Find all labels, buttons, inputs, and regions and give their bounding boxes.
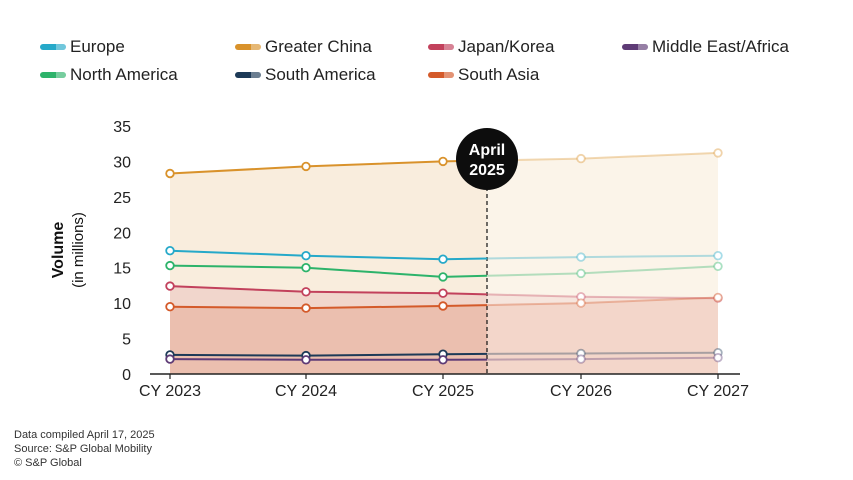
data-point-japan-korea xyxy=(438,288,448,298)
data-point-japan-korea xyxy=(301,287,311,297)
y-axis-labels: 0 5 10 15 20 25 30 35 xyxy=(113,119,131,384)
series-line-europe-actual xyxy=(169,249,488,261)
data-point-europe xyxy=(438,254,448,264)
marker-badge xyxy=(456,128,518,190)
legend-label: South Asia xyxy=(458,65,540,84)
legend-label: Europe xyxy=(70,37,125,56)
legend-label: North America xyxy=(70,65,178,84)
legend-swatch-fade xyxy=(56,44,66,50)
data-point-south-asia xyxy=(438,301,448,311)
legend-item-middle-east-africa: Middle East/Africa xyxy=(622,37,789,57)
x-tick-label: CY 2026 xyxy=(550,383,612,400)
legend-item-north-america: North America xyxy=(40,65,178,85)
data-point-middle-east-africa xyxy=(713,353,723,363)
series-line-japan-korea-actual xyxy=(169,285,488,296)
data-point-europe xyxy=(576,252,586,262)
data-point-middle-east-africa xyxy=(165,354,175,364)
y-tick-label: 10 xyxy=(113,296,131,313)
y-tick-label: 20 xyxy=(113,225,131,242)
data-point-south-asia xyxy=(301,303,311,313)
legend-swatch-fade xyxy=(251,44,261,50)
data-point-greater-china xyxy=(301,161,311,172)
data-point-north-america xyxy=(301,263,311,273)
marker-label-line2: 2025 xyxy=(469,162,505,179)
area-greater-china-forecast xyxy=(487,152,718,374)
y-tick-label: 35 xyxy=(113,119,131,136)
legend-label: Japan/Korea xyxy=(458,37,555,56)
legend-swatch-fade xyxy=(444,44,454,50)
footnote-compiled: Data compiled April 17, 2025 xyxy=(14,429,155,441)
legend-item-europe: Europe xyxy=(40,37,125,57)
area-south-asia-forecast xyxy=(487,297,718,374)
area-japan-korea-forecast xyxy=(487,294,718,374)
legend-swatch-south-america xyxy=(235,72,261,78)
legend-swatch-fade xyxy=(444,72,454,78)
data-point-middle-east-africa xyxy=(576,354,586,364)
data-point-europe xyxy=(301,250,311,261)
x-tick-label: CY 2023 xyxy=(139,383,201,400)
data-point-south-asia xyxy=(713,292,723,303)
legend-swatch-fade xyxy=(251,72,261,78)
data-point-north-america xyxy=(576,268,586,279)
legend-swatch-japan-korea xyxy=(428,44,454,50)
legend: Europe Greater China Japan/Korea Middle … xyxy=(40,34,840,94)
y-tick-label: 25 xyxy=(113,190,131,207)
april-2025-marker: April 2025 xyxy=(456,128,518,190)
x-axis-labels: CY 2023 CY 2024 CY 2025 CY 2026 CY 2027 xyxy=(139,374,749,400)
series-points xyxy=(165,148,723,365)
y-axis-subtitle: (in millions) xyxy=(70,212,87,288)
data-point-europe xyxy=(165,245,175,256)
y-tick-label: 30 xyxy=(113,154,131,171)
area-greater-china-actual xyxy=(170,160,487,374)
data-point-greater-china xyxy=(576,153,586,164)
legend-label: Middle East/Africa xyxy=(652,37,789,56)
series-line-middle-east-africa-actual xyxy=(169,358,488,361)
data-point-north-america xyxy=(165,260,175,271)
x-tick-label: CY 2025 xyxy=(412,383,474,400)
data-point-north-america xyxy=(713,261,723,271)
y-tick-label: 15 xyxy=(113,261,131,278)
legend-swatch-north-america xyxy=(40,72,66,78)
data-point-south-asia xyxy=(576,298,586,308)
data-point-greater-china xyxy=(713,148,723,158)
legend-swatch-middle-east-africa xyxy=(622,44,648,50)
legend-swatch-south-asia xyxy=(428,72,454,78)
footnote-copyright: © S&P Global xyxy=(14,457,82,469)
legend-swatch-europe xyxy=(40,44,66,50)
data-point-middle-east-africa xyxy=(438,355,448,365)
data-point-greater-china xyxy=(165,168,175,179)
y-axis-title: Volume xyxy=(50,222,67,279)
x-tick-label: CY 2027 xyxy=(687,383,749,400)
marker-label-line1: April xyxy=(469,142,505,159)
y-tick-label: 5 xyxy=(122,332,131,349)
legend-item-south-asia: South Asia xyxy=(428,65,539,85)
data-point-greater-china xyxy=(438,156,448,167)
legend-swatch-greater-china xyxy=(235,44,261,50)
legend-label: Greater China xyxy=(265,37,372,56)
legend-swatch-fade xyxy=(56,72,66,78)
data-point-north-america xyxy=(438,272,448,282)
data-point-middle-east-africa xyxy=(301,355,311,365)
legend-swatch-fade xyxy=(638,44,648,50)
y-tick-label: 0 xyxy=(122,367,131,384)
legend-label: South America xyxy=(265,65,376,84)
series-line-south-asia-actual xyxy=(169,304,488,310)
legend-item-south-america: South America xyxy=(235,65,376,85)
data-point-japan-korea xyxy=(165,281,175,291)
area-south-asia-actual xyxy=(170,305,487,374)
series-line-south-america-forecast xyxy=(486,351,719,355)
data-point-europe xyxy=(713,250,723,261)
series-line-north-america-actual xyxy=(169,264,488,278)
footnote-source: Source: S&P Global Mobility xyxy=(14,443,152,455)
x-tick-label: CY 2024 xyxy=(275,383,337,400)
data-point-south-asia xyxy=(165,302,175,312)
legend-item-japan-korea: Japan/Korea xyxy=(428,37,554,57)
series-line-south-america-actual xyxy=(169,352,488,357)
legend-item-greater-china: Greater China xyxy=(235,37,372,57)
